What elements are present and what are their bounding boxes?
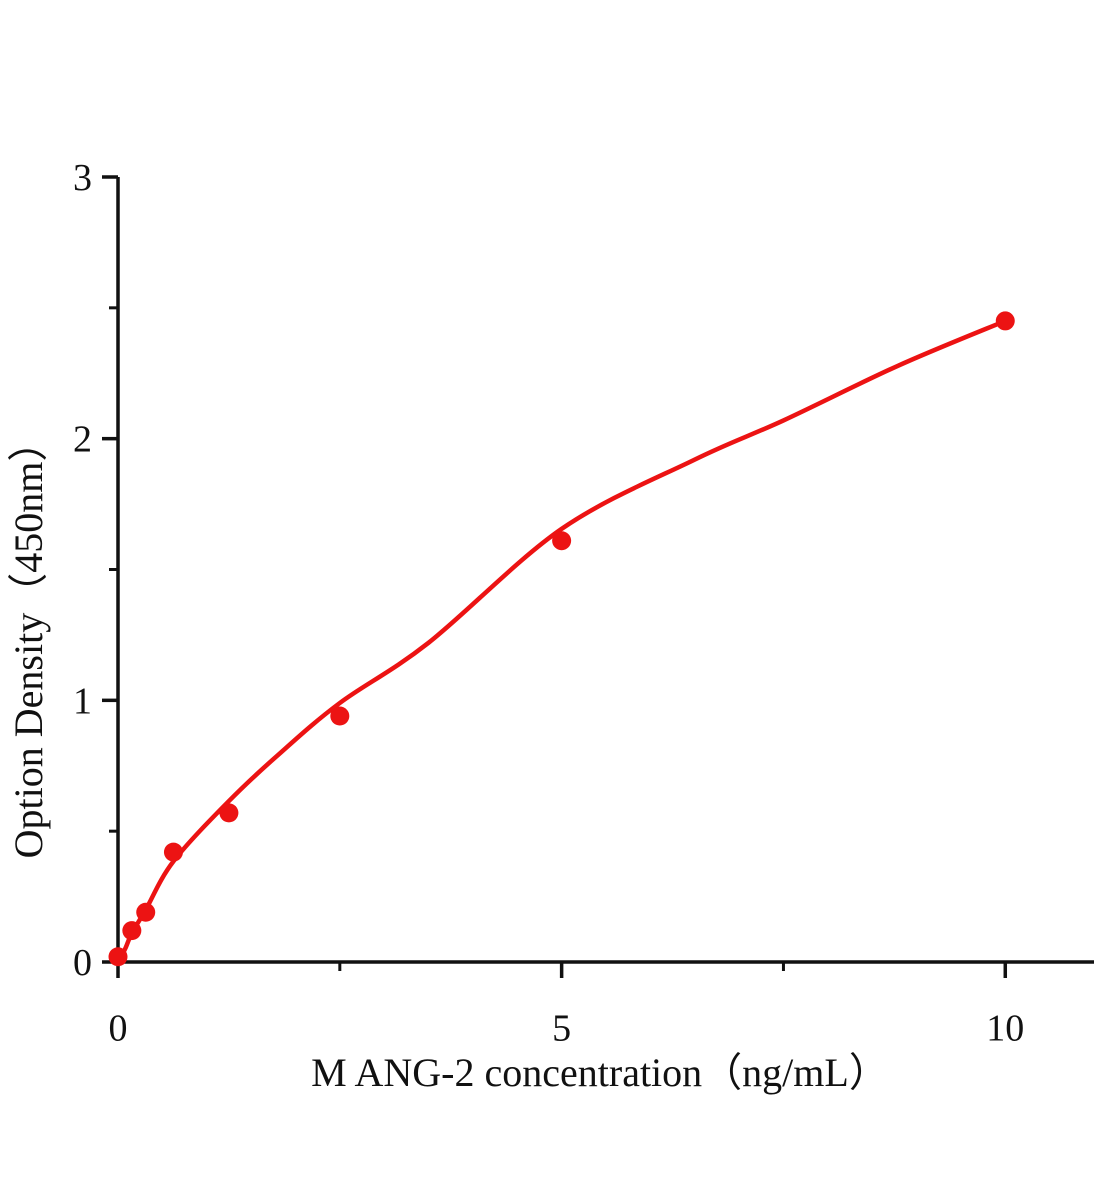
- tick-label-layer: 0 5 10 0 1 2 3: [73, 157, 1024, 1049]
- tick-layer: [102, 175, 1008, 978]
- data-point: [108, 947, 128, 967]
- series-layer: [108, 311, 1015, 967]
- data-point: [136, 902, 156, 922]
- y-tick-label-1: 1: [73, 680, 92, 722]
- x-tick-label-0: 0: [109, 1007, 128, 1049]
- x-axis-title: M ANG-2 concentration（ng/mL）: [311, 1050, 889, 1095]
- data-point: [552, 531, 572, 551]
- x-tick-label-10: 10: [986, 1007, 1024, 1049]
- data-point: [122, 921, 142, 941]
- data-point: [330, 706, 350, 726]
- y-tick-label-2: 2: [73, 419, 92, 461]
- axes-layer: [116, 177, 1094, 964]
- x-tick-label-5: 5: [552, 1007, 571, 1049]
- data-point: [995, 311, 1015, 331]
- data-point: [163, 842, 183, 862]
- y-axis-title: Option Density（450nm）: [6, 422, 51, 859]
- data-point: [219, 803, 239, 823]
- y-tick-label-0: 0: [73, 942, 92, 984]
- y-tick-label-3: 3: [73, 157, 92, 199]
- fit-curve-line: [115, 318, 1008, 965]
